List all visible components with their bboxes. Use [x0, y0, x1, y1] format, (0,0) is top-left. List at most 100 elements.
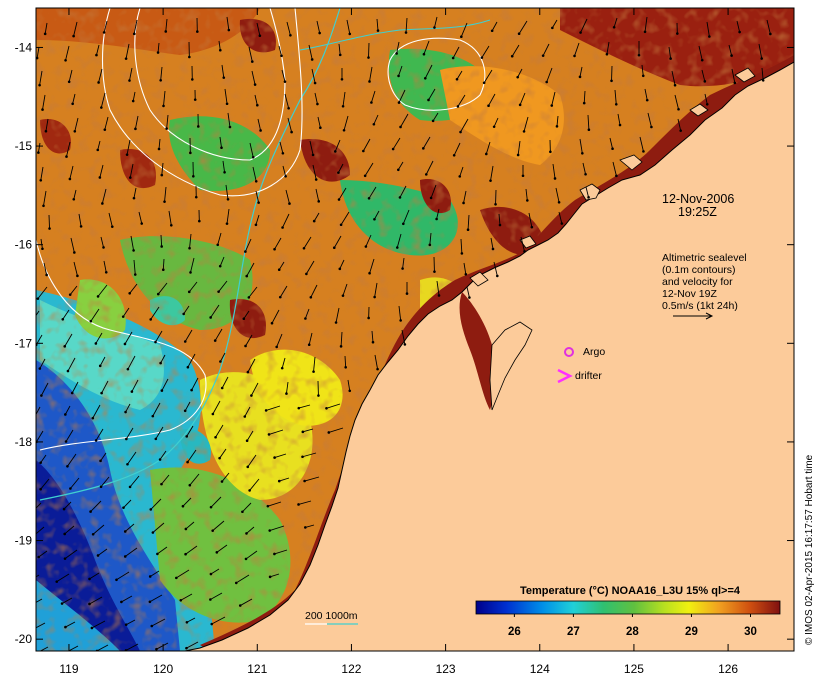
velocity-arrow [338, 163, 344, 173]
velocity-arrow-head [362, 149, 365, 153]
velocity-arrow [36, 430, 44, 443]
velocity-arrow-head [98, 176, 102, 179]
velocity-arrow-head [522, 130, 526, 133]
velocity-arrow-head [43, 32, 47, 36]
velocity-arrow [453, 142, 461, 156]
velocity-arrow [101, 380, 109, 394]
velocity-arrow-head [165, 127, 168, 130]
velocity-arrow-head [317, 394, 320, 397]
velocity-arrow-head [372, 122, 376, 126]
velocity-arrow [316, 20, 321, 34]
velocity-arrow [61, 597, 73, 604]
velocity-arrow-head [67, 80, 71, 84]
velocity-arrow [64, 405, 71, 415]
drifter-label: drifter [575, 370, 602, 382]
velocity-arrow-head [618, 123, 622, 127]
velocity-arrow [236, 574, 250, 584]
velocity-arrow-head [245, 274, 249, 278]
velocity-arrow [150, 306, 160, 320]
velocity-arrow-head [218, 48, 222, 52]
velocity-arrow-head [615, 174, 618, 178]
velocity-arrow-head [545, 80, 548, 84]
velocity-arrow [612, 161, 617, 176]
velocity-arrow-head [101, 202, 104, 205]
velocity-arrow-head [458, 175, 462, 178]
velocity-arrow-head [491, 247, 495, 251]
lon-tick-label: 119 [59, 662, 78, 676]
velocity-arrow-head [121, 315, 125, 318]
velocity-arrow-head [399, 319, 402, 322]
velocity-arrow [457, 94, 466, 107]
velocity-arrow [269, 525, 285, 531]
velocity-arrow [72, 93, 76, 104]
velocity-arrow [281, 69, 286, 82]
velocity-arrow-head [55, 580, 59, 583]
velocity-arrow-head [220, 146, 223, 150]
velocity-arrow-head [397, 74, 400, 78]
velocity-arrow-head [124, 57, 128, 60]
velocity-arrow [402, 209, 410, 224]
velocity-arrow-head [464, 272, 468, 276]
velocity-arrow [342, 91, 346, 107]
velocity-arrow [36, 46, 40, 59]
velocity-arrow [62, 309, 70, 320]
velocity-arrow [523, 116, 529, 132]
velocity-arrow-head [128, 291, 131, 295]
velocity-arrow-head [100, 106, 103, 109]
velocity-arrow-head [367, 197, 371, 200]
velocity-arrow [185, 521, 195, 530]
time-label: 19:25Z [678, 205, 717, 219]
velocity-arrow [302, 428, 314, 433]
velocity-arrow [766, 19, 771, 35]
velocity-arrow-head [285, 392, 288, 395]
velocity-arrow [587, 114, 590, 130]
velocity-arrow-head [132, 249, 135, 252]
velocity-arrow-head [466, 228, 470, 232]
velocity-arrow-head [181, 504, 185, 508]
velocity-arrow-head [192, 175, 195, 178]
velocity-arrow [166, 114, 169, 129]
velocity-arrow-head [611, 147, 614, 151]
velocity-arrow-head [163, 200, 166, 203]
velocity-arrow [40, 382, 49, 396]
velocity-arrow-head [582, 101, 586, 105]
velocity-arrow [225, 184, 229, 200]
velocity-arrow-head [133, 273, 137, 276]
velocity-arrow-head [36, 56, 39, 60]
velocity-arrow-head [175, 576, 178, 580]
velocity-arrow-head [264, 409, 268, 412]
velocity-arrow-head [48, 227, 51, 230]
velocity-arrow [265, 405, 281, 411]
velocity-arrow-head [398, 196, 402, 199]
velocity-arrow-head [242, 317, 246, 321]
velocity-arrow-head [31, 629, 34, 632]
velocity-arrow-head [96, 554, 100, 557]
velocity-arrow [221, 472, 230, 482]
velocity-arrow [286, 381, 289, 394]
velocity-arrow-head [480, 56, 484, 59]
velocity-arrow-head [88, 577, 91, 581]
velocity-arrow-head [226, 197, 230, 201]
velocity-arrow [186, 425, 194, 437]
velocity-arrow-head [316, 102, 319, 106]
velocity-arrow-head [188, 246, 191, 250]
velocity-arrow [36, 598, 43, 603]
velocity-arrow-head [275, 345, 278, 349]
velocity-arrow-head [459, 130, 462, 134]
velocity-arrow [104, 116, 109, 130]
velocity-arrow-head [341, 294, 345, 297]
velocity-arrow [40, 166, 44, 181]
velocity-arrow-head [38, 83, 41, 87]
velocity-arrow-head [312, 370, 315, 373]
velocity-arrow-head [258, 34, 262, 37]
velocity-arrow-head [337, 171, 340, 174]
velocity-arrow [246, 526, 255, 534]
velocity-arrow-head [703, 80, 707, 83]
velocity-arrow-head [259, 129, 262, 132]
velocity-arrow [373, 114, 379, 125]
velocity-arrow [210, 304, 220, 318]
velocity-arrow-head [498, 223, 502, 227]
velocity-arrow-head [281, 151, 285, 155]
velocity-arrow-head [427, 98, 430, 102]
velocity-arrow [347, 379, 351, 391]
